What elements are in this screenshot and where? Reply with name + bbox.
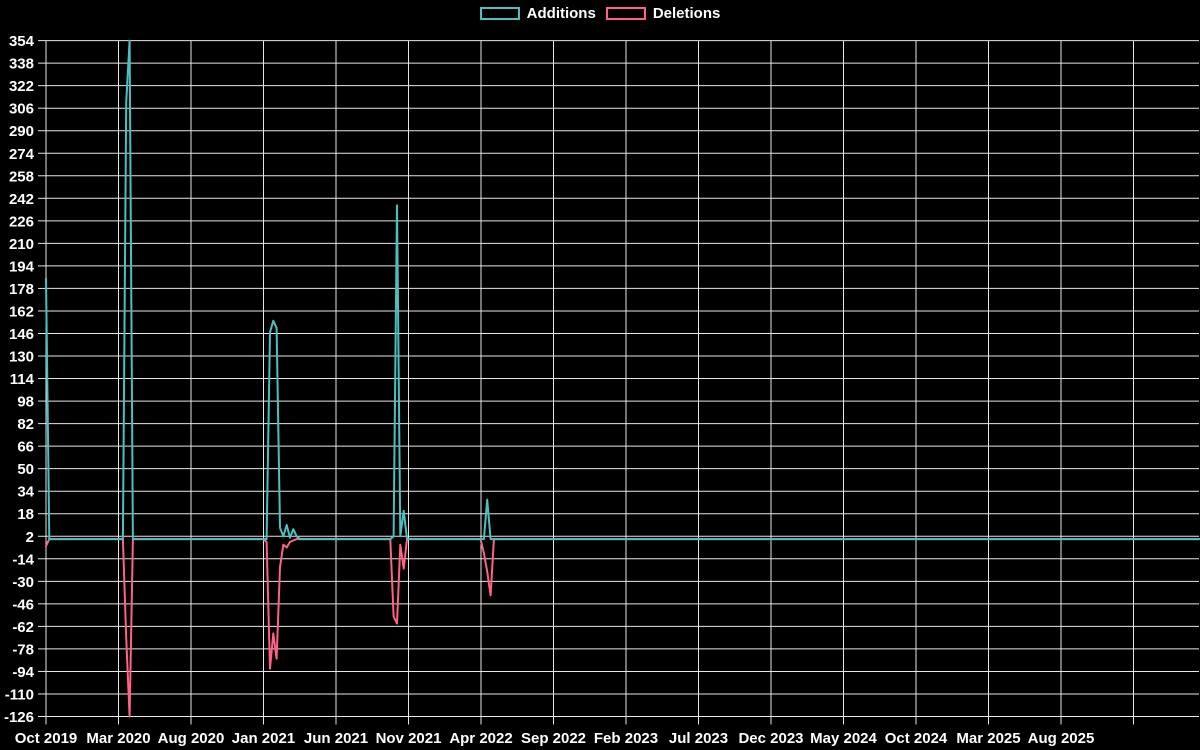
x-axis-label: Aug 2020 xyxy=(158,730,225,747)
legend-item-additions[interactable]: Additions xyxy=(479,5,596,22)
x-axis-label: Aug 2025 xyxy=(1028,730,1095,747)
legend-label-deletions: Deletions xyxy=(652,5,721,22)
y-axis-label: 50 xyxy=(17,461,34,478)
y-axis-label: 130 xyxy=(9,349,34,366)
series-line-deletions xyxy=(45,538,1200,718)
y-axis-label: 258 xyxy=(9,168,34,185)
legend-item-deletions[interactable]: Deletions xyxy=(605,5,721,22)
x-axis-label: Feb 2023 xyxy=(594,730,658,747)
y-axis-label: 18 xyxy=(17,506,34,523)
y-axis-label: 322 xyxy=(9,78,34,95)
y-axis-label: -94 xyxy=(12,664,34,681)
x-axis-label: Mar 2020 xyxy=(86,730,150,747)
additions-swatch-icon xyxy=(479,7,520,20)
y-axis-label: 178 xyxy=(9,281,34,298)
y-axis-label: 226 xyxy=(9,213,34,230)
y-axis-label: 194 xyxy=(9,258,35,275)
y-axis-label: 290 xyxy=(9,123,34,140)
y-axis-label: -62 xyxy=(12,619,34,636)
y-axis-label: 146 xyxy=(9,326,34,343)
y-axis-label: 306 xyxy=(9,101,34,118)
deletions-swatch-icon xyxy=(605,7,646,20)
x-axis-label: Jul 2023 xyxy=(669,730,728,747)
y-axis-label: -14 xyxy=(12,551,34,568)
legend-label-additions: Additions xyxy=(526,5,596,22)
x-axis-label: Nov 2021 xyxy=(376,730,442,747)
y-axis-label: -78 xyxy=(12,641,34,658)
x-axis-label: May 2024 xyxy=(810,730,877,747)
y-axis-label: -30 xyxy=(12,574,34,591)
y-axis-label: 114 xyxy=(10,371,35,388)
x-axis-label: Oct 2024 xyxy=(885,730,948,747)
x-axis-label: Mar 2025 xyxy=(956,730,1020,747)
y-axis-label: 162 xyxy=(9,303,34,320)
y-axis-label: -46 xyxy=(12,596,34,613)
y-axis-label: 2 xyxy=(26,529,34,546)
x-axis-label: Jan 2021 xyxy=(232,730,295,747)
y-axis-label: 274 xyxy=(9,146,35,163)
y-axis-label: 82 xyxy=(17,416,34,433)
y-axis-label: 210 xyxy=(9,236,34,253)
y-axis-label: 66 xyxy=(17,439,34,456)
chart-legend: Additions Deletions xyxy=(0,6,1200,21)
y-axis-label: 98 xyxy=(17,394,34,411)
y-axis-label: -126 xyxy=(4,709,34,726)
x-axis-label: Apr 2022 xyxy=(449,730,512,747)
y-axis-label: 242 xyxy=(9,191,34,208)
y-axis-label: -110 xyxy=(5,686,34,703)
x-axis-label: Oct 2019 xyxy=(15,730,78,747)
y-axis-label: 34 xyxy=(17,484,34,501)
y-axis-label: 354 xyxy=(9,33,35,50)
y-axis-label: 338 xyxy=(9,56,34,73)
x-axis-label: Sep 2022 xyxy=(521,730,586,747)
x-axis-label: Dec 2023 xyxy=(738,730,803,747)
x-axis-label: Jun 2021 xyxy=(304,730,368,747)
series-line-additions xyxy=(45,39,1200,541)
